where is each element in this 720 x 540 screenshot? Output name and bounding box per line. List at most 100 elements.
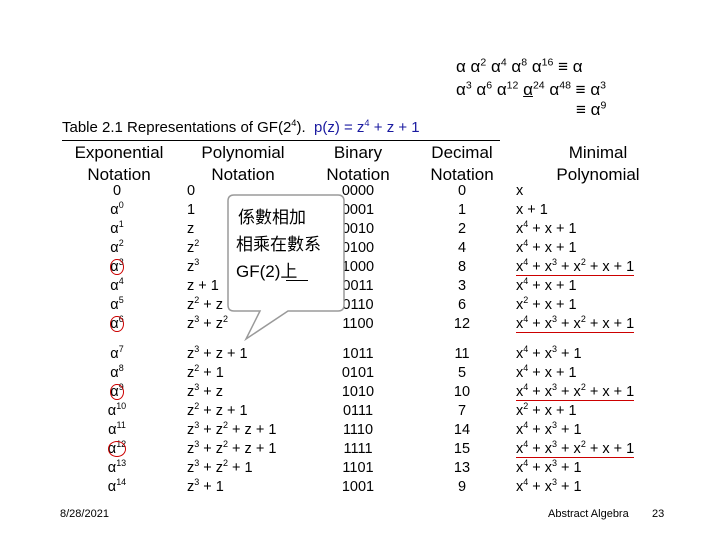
polynomial-cell: z3 + z + 1 <box>187 344 248 362</box>
exponential-cell: α13 <box>107 458 127 476</box>
header-binary: Binary Notation <box>326 143 390 184</box>
header-polynomial: Polynomial Notation <box>201 143 285 184</box>
polynomial-cell: z2 + 1 <box>187 363 224 381</box>
exponential-cell: α11 <box>108 420 126 438</box>
decimal-cell: 1 <box>457 202 467 218</box>
footer-course: Abstract Algebra <box>548 508 629 520</box>
polynomial-cell: z3 + z2 + z + 1 <box>187 439 277 457</box>
binary-cell: 0011 <box>342 278 374 294</box>
table-title: Table 2.1 Representations of GF(24). p(z… <box>62 118 420 136</box>
exponential-cell: α10 <box>107 401 127 419</box>
polynomial-cell: 1 <box>187 202 196 218</box>
callout-line-1: 係數相加 <box>238 208 306 227</box>
minimal-polynomial-cell: x4 + x3 + x2 + x + 1 <box>516 257 635 276</box>
polynomial-cell: z2 <box>187 238 200 256</box>
exponential-cell: α6 <box>110 314 124 332</box>
polynomial-cell: z3 + z2 <box>187 314 229 332</box>
decimal-cell: 4 <box>457 240 467 256</box>
callout-line-2: 相乘在數系 <box>236 235 321 254</box>
binary-cell: 0111 <box>342 403 374 419</box>
minimal-polynomial-cell: x4 + x3 + x2 + x + 1 <box>516 314 635 333</box>
binary-cell: 0101 <box>341 365 375 381</box>
column-binary: 0000 0001 0010 0100 1000 0011 0110 1100 1011 0101… <box>333 182 383 497</box>
exponential-cell: α14 <box>107 477 127 495</box>
decimal-cell: 12 <box>453 316 471 332</box>
decimal-cell: 0 <box>457 183 467 199</box>
decimal-cell: 7 <box>457 403 467 419</box>
exponential-cell: 0 <box>112 183 122 199</box>
minimal-polynomial-cell: x2 + x + 1 <box>516 401 577 419</box>
binary-cell: 1000 <box>341 259 375 275</box>
binary-cell: 1100 <box>342 316 374 332</box>
title-mid: ). <box>296 119 306 136</box>
callout-underline <box>286 280 308 281</box>
decimal-cell: 15 <box>453 441 471 457</box>
title-poly: p(z) = z4 + z + 1 <box>313 118 420 136</box>
decimal-cell: 3 <box>457 278 467 294</box>
minimal-polynomial-cell: x4 + x3 + x2 + x + 1 <box>516 382 635 401</box>
conjugate-line-1: α α2 α4 α8 α16 ≡ α <box>456 56 583 76</box>
exponential-cell: α5 <box>110 295 124 313</box>
exponential-cell: α12 <box>107 439 127 457</box>
column-exponential: 0 α0 α1 α2 α3 α4 α5 α6 α7 α8 α9 α10 α11 α12 α13 α14 <box>100 182 134 497</box>
minimal-polynomial-cell: x4 + x3 + 1 <box>516 420 582 438</box>
binary-cell: 0001 <box>341 202 375 218</box>
callout-bubble <box>227 194 345 341</box>
decimal-cell: 14 <box>453 422 471 438</box>
exponential-cell: α7 <box>110 344 124 362</box>
decimal-cell: 11 <box>454 346 470 362</box>
minimal-polynomial-cell: x4 + x + 1 <box>516 363 577 381</box>
header-exponential: Exponential Notation <box>74 143 164 184</box>
binary-cell: 0000 <box>341 183 375 199</box>
decimal-cell: 5 <box>457 365 467 381</box>
exponential-cell: α0 <box>110 200 124 218</box>
decimal-cell: 8 <box>457 259 467 275</box>
polynomial-cell: z <box>187 221 195 237</box>
column-decimal: 0 1 2 4 8 3 6 12 11 5 10 7 14 15 13 9 <box>442 182 482 497</box>
header-rule <box>62 140 500 141</box>
minimal-polynomial-cell: x4 + x3 + 1 <box>516 458 582 476</box>
title-exp: 4 <box>291 118 297 128</box>
decimal-cell: 6 <box>457 297 467 313</box>
decimal-cell: 2 <box>457 221 467 237</box>
binary-cell: 1011 <box>342 346 374 362</box>
polynomial-cell: z3 + z2 + z + 1 <box>187 420 277 438</box>
minimal-polynomial-cell: x4 + x + 1 <box>516 276 577 294</box>
polynomial-cell: z3 + 1 <box>187 477 224 495</box>
exponential-cell: α1 <box>110 219 124 237</box>
polynomial-cell: z3 + z2 + 1 <box>187 458 253 476</box>
binary-cell: 0100 <box>341 240 375 256</box>
header-minimal: Minimal Polynomial <box>556 143 640 184</box>
title-prefix: Table 2.1 Representations of GF(2 <box>62 119 292 136</box>
conjugate-line-2: α3 α6 α12 α24 α48 ≡ α3 <box>456 79 607 99</box>
minimal-polynomial-cell: x4 + x3 + 1 <box>516 344 582 362</box>
binary-cell: 1010 <box>341 384 375 400</box>
binary-cell: 1110 <box>342 422 374 438</box>
minimal-polynomial-cell: x4 + x3 + 1 <box>516 477 582 495</box>
polynomial-cell: z + 1 <box>187 278 219 294</box>
footer-page: 23 <box>652 508 665 520</box>
exponential-cell: α9 <box>110 382 124 400</box>
binary-cell: 1101 <box>342 460 374 476</box>
polynomial-cell: 0 <box>187 183 196 199</box>
decimal-cell: 10 <box>453 384 471 400</box>
minimal-polynomial-cell: x2 + x + 1 <box>516 295 577 313</box>
polynomial-cell: z3 + z <box>187 382 224 400</box>
decimal-cell: 9 <box>457 479 467 495</box>
polynomial-cell: z3 <box>187 257 200 275</box>
polynomial-cell: z2 + z <box>187 295 224 313</box>
minimal-polynomial-cell: x4 + x + 1 <box>516 238 577 256</box>
callout: 係數相加 相乘在數系 GF(2)上 <box>228 195 340 315</box>
exponential-cell: α4 <box>110 276 124 294</box>
decimal-cell: 13 <box>453 460 471 476</box>
binary-cell: 0010 <box>341 221 375 237</box>
footer-date: 8/28/2021 <box>60 508 109 520</box>
callout-line-3: GF(2)上 <box>236 262 298 281</box>
exponential-cell: α2 <box>110 238 124 256</box>
exponential-cell: α3 <box>110 257 124 275</box>
minimal-polynomial-cell: x4 + x + 1 <box>516 219 577 237</box>
minimal-polynomial-cell: x4 + x3 + x2 + x + 1 <box>516 439 635 458</box>
minimal-polynomial-cell: x <box>516 183 524 199</box>
polynomial-cell: z2 + z + 1 <box>187 401 248 419</box>
